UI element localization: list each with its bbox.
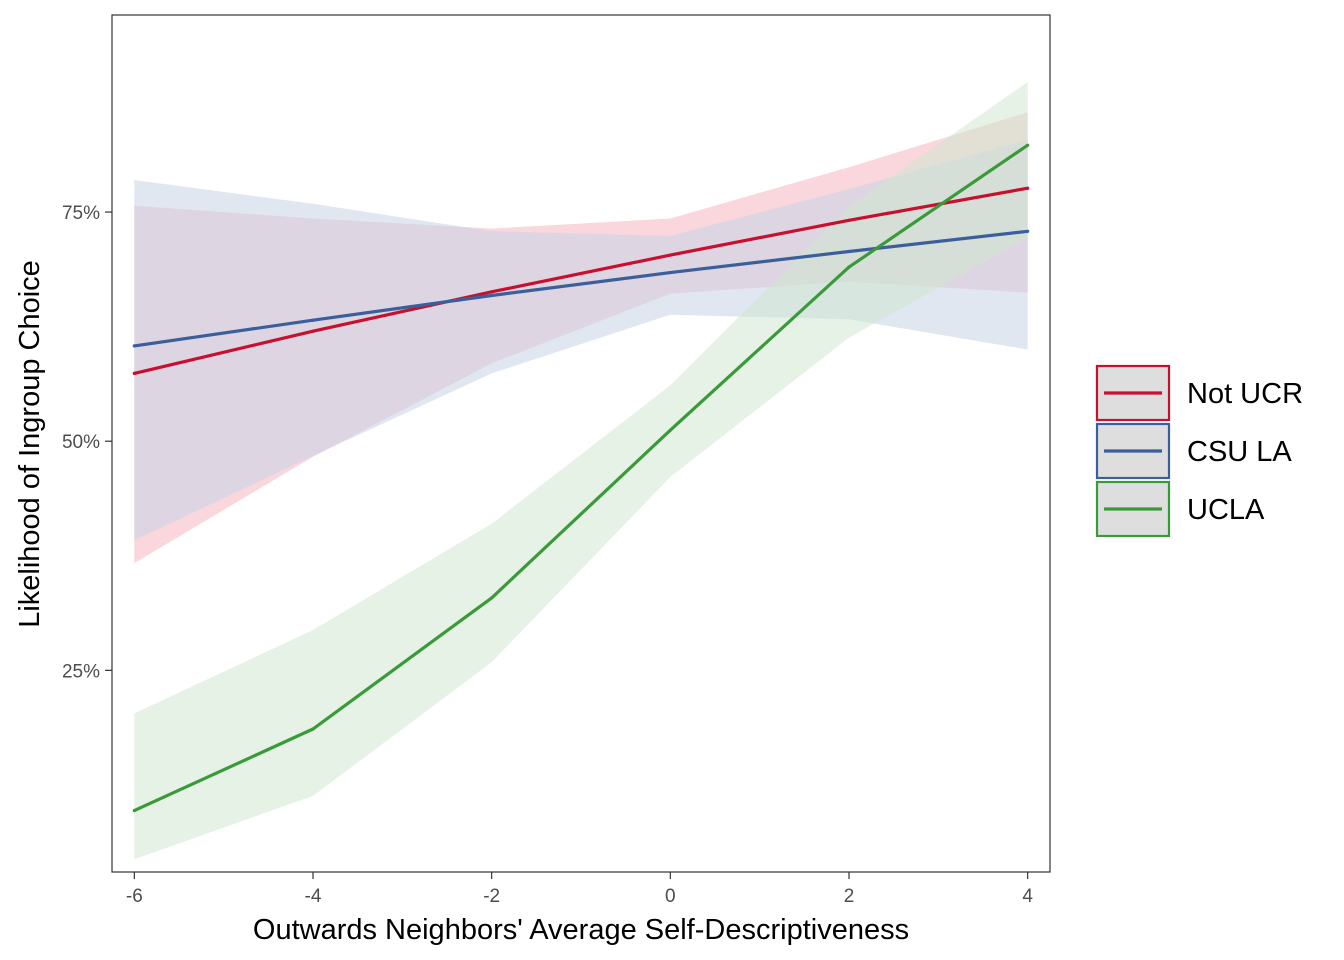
legend-item-csu-la: CSU LA	[1095, 422, 1292, 480]
point-not-ucr	[311, 329, 315, 333]
legend-label: CSU LA	[1187, 436, 1292, 468]
x-axis-title: Outwards Neighbors' Average Self-Descrip…	[253, 914, 909, 946]
point-not-ucr	[847, 218, 851, 222]
point-not-ucr	[132, 371, 136, 375]
x-tick-label: -4	[305, 886, 322, 907]
x-tick-label: 0	[665, 886, 676, 907]
point-ucla	[132, 809, 136, 813]
line-not-ucr	[133, 186, 1028, 375]
x-tick-label: 2	[844, 886, 855, 907]
band-ucla	[134, 81, 1028, 860]
y-axis: 25% 50% 75%	[62, 203, 112, 682]
point-ucla	[668, 428, 672, 432]
legend-label: Not UCR	[1187, 378, 1303, 410]
line-ucla	[133, 143, 1029, 813]
point-not-ucr	[668, 253, 672, 257]
y-tick-label: 75%	[62, 203, 100, 224]
point-ucla	[311, 727, 315, 731]
series-lines	[132, 143, 1030, 813]
legend: Not UCR CSU LA UCLA	[1095, 364, 1303, 538]
point-not-ucr	[1026, 186, 1030, 190]
point-csu-la	[132, 344, 136, 348]
point-csu-la	[490, 293, 494, 298]
x-tick-label: 4	[1022, 886, 1033, 907]
point-csu-la	[311, 318, 315, 322]
point-csu-la	[1026, 229, 1030, 233]
legend-item-not-ucr: Not UCR	[1095, 364, 1303, 422]
y-tick-label: 25%	[62, 661, 100, 682]
x-tick-label: -2	[483, 886, 500, 907]
legend-label: UCLA	[1187, 494, 1265, 526]
y-tick-label: 50%	[62, 432, 100, 453]
point-not-ucr	[490, 290, 494, 294]
confidence-bands	[134, 81, 1028, 860]
point-ucla	[1026, 143, 1030, 147]
point-ucla	[490, 596, 494, 600]
x-axis: -6 -4 -2 0 2 4	[126, 872, 1033, 907]
point-csu-la	[847, 249, 851, 254]
legend-item-ucla: UCLA	[1095, 480, 1265, 538]
point-ucla	[847, 265, 851, 269]
y-axis-title: Likelihood of Ingroup Choice	[14, 260, 46, 628]
band-csu-la	[134, 139, 1028, 541]
plot-border	[111, 14, 1051, 873]
point-csu-la	[668, 271, 672, 275]
x-tick-label: -6	[126, 886, 143, 907]
